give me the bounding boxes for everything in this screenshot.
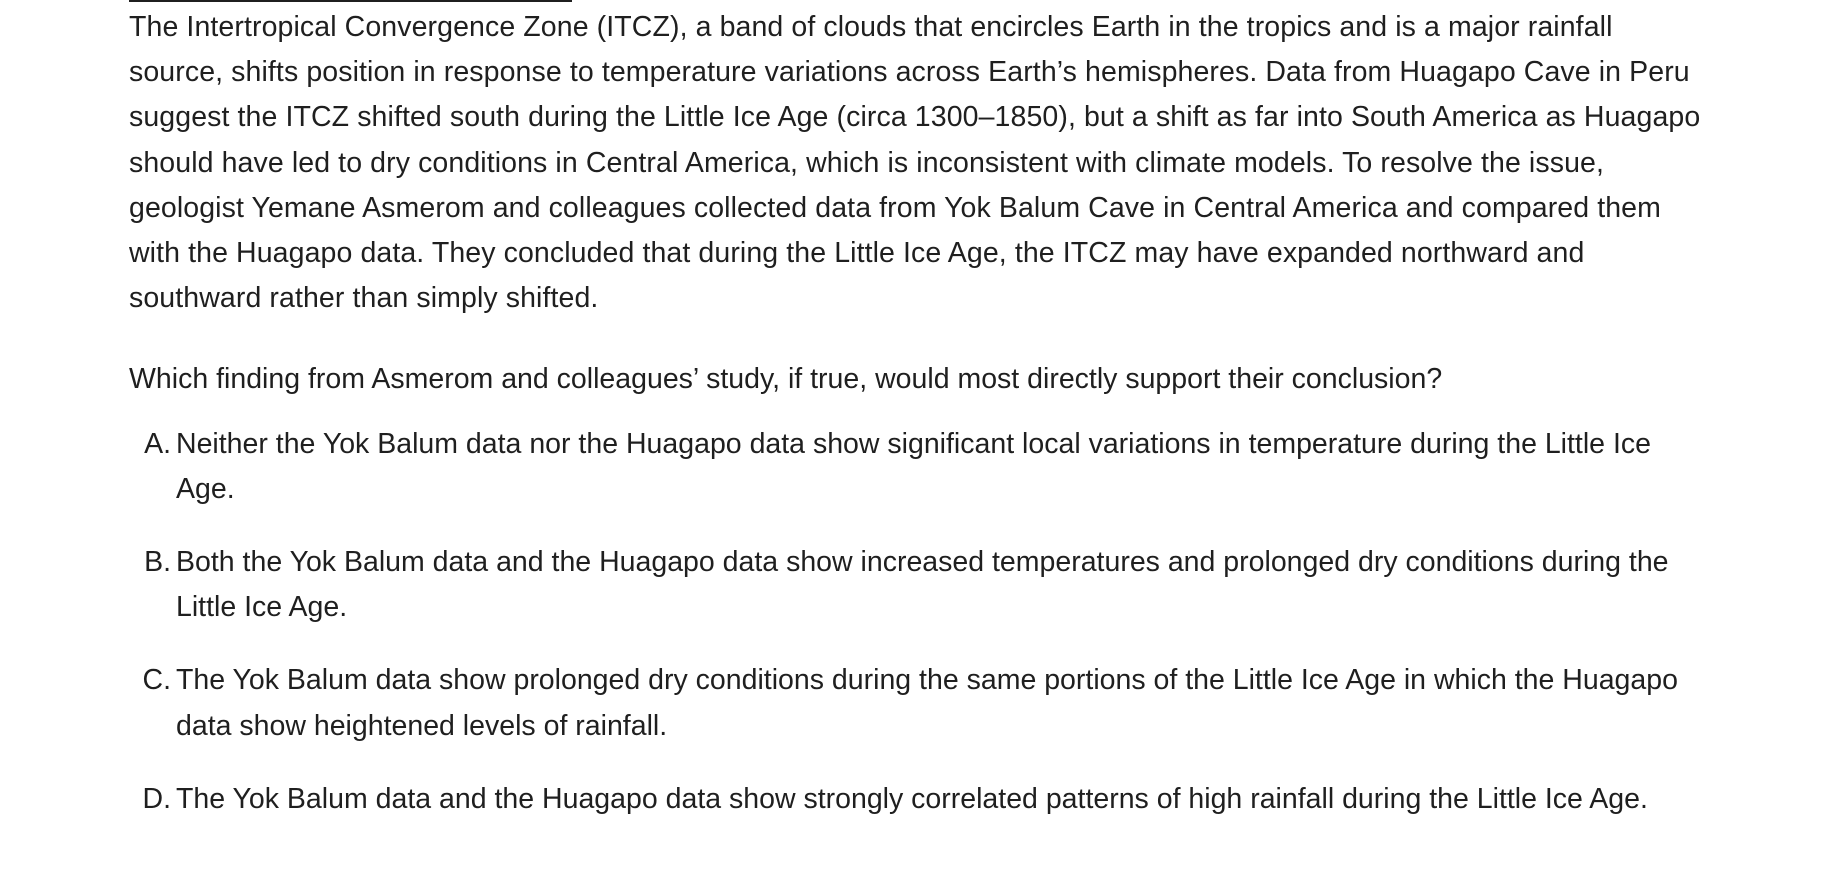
choice-b-text: Both the Yok Balum data and the Huagapo …	[176, 546, 1669, 624]
passage-text: The Intertropical Convergence Zone (ITCZ…	[129, 11, 1701, 315]
question-content: The Intertropical Convergence Zone (ITCZ…	[129, 0, 1709, 850]
choice-d-text: The Yok Balum data and the Huagapo data …	[176, 782, 1648, 815]
top-divider	[129, 0, 572, 2]
choice-c-text: The Yok Balum data show prolonged dry co…	[176, 664, 1678, 742]
choice-b-letter: B.	[144, 546, 171, 579]
answer-choices: A. Neither the Yok Balum data nor the Hu…	[129, 422, 1709, 822]
choice-a-letter: A.	[144, 427, 171, 460]
choice-d[interactable]: D. The Yok Balum data and the Huagapo da…	[129, 777, 1709, 822]
question-prompt: Which finding from Asmerom and colleague…	[129, 363, 1443, 396]
choice-b[interactable]: B. Both the Yok Balum data and the Huaga…	[129, 540, 1709, 630]
choice-d-letter: D.	[142, 782, 172, 815]
choice-c-letter: C.	[142, 664, 172, 697]
choice-a-text: Neither the Yok Balum data nor the Huaga…	[176, 427, 1651, 505]
choice-c[interactable]: C. The Yok Balum data show prolonged dry…	[129, 658, 1709, 748]
choice-a[interactable]: A. Neither the Yok Balum data nor the Hu…	[129, 422, 1709, 512]
